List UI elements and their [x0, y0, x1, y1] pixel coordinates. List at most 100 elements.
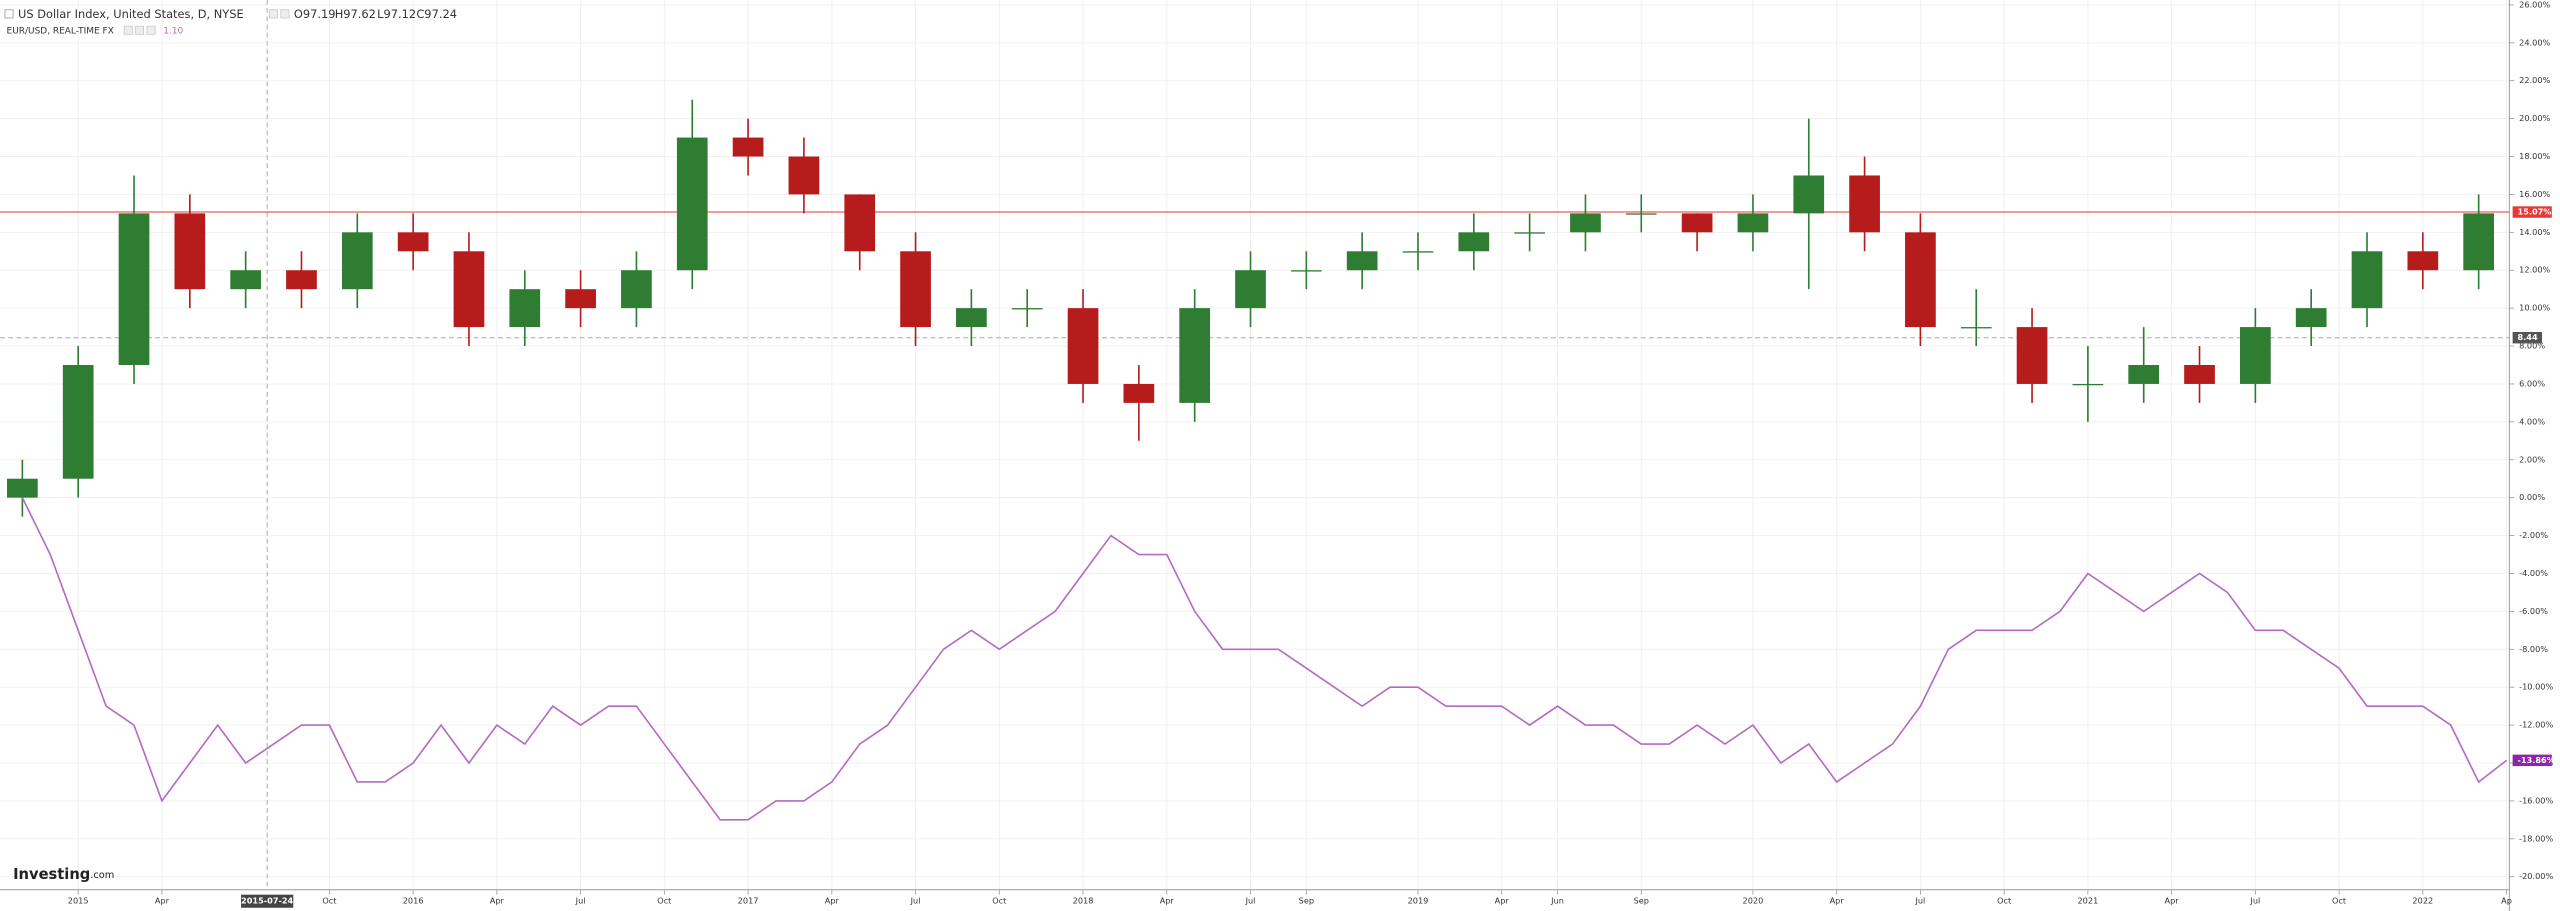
y-tick-label: -2.00% — [2519, 530, 2548, 540]
candle-body — [174, 213, 206, 290]
y-tick-label: 12.00% — [2519, 265, 2550, 275]
x-tick-label: Jul — [1245, 896, 1256, 906]
candle-body — [2128, 364, 2160, 384]
y-tick-label: -12.00% — [2519, 720, 2553, 730]
y-tick-label: -20.00% — [2519, 871, 2553, 881]
logo-main: Investing — [13, 866, 90, 883]
logo-suffix: .com — [90, 870, 114, 881]
last-label: 15.07% — [2518, 207, 2552, 217]
x-tick-label: Apr — [155, 896, 170, 906]
y-tick-label: -6.00% — [2519, 606, 2548, 616]
candle-body — [1123, 383, 1155, 403]
header-icons — [123, 9, 290, 35]
x-tick-label: Apr — [490, 896, 505, 906]
candle-body — [1625, 213, 1657, 215]
icon[interactable] — [135, 25, 145, 35]
y-tick-label: -4.00% — [2519, 568, 2548, 578]
candle-body — [2463, 213, 2495, 271]
candle-body — [1737, 213, 1769, 233]
series-title: EUR/USD, REAL-TIME FX — [7, 27, 114, 37]
y-tick-label: 2.00% — [2519, 454, 2545, 464]
y-tick-label: 18.00% — [2519, 151, 2550, 161]
y-tick-label: 22.00% — [2519, 75, 2550, 85]
x-tick-label: Sep — [1634, 896, 1649, 906]
x-tick-label: Jul — [2249, 896, 2260, 906]
candle-body — [1849, 175, 1880, 233]
x-tick-label: Oct — [2332, 896, 2346, 906]
collapse-icon[interactable] — [4, 9, 14, 19]
candle-body — [118, 213, 150, 365]
candle-body — [2240, 327, 2271, 384]
x-tick-label: Apr — [1160, 896, 1175, 906]
x-tick-label: 2019 — [1408, 896, 1429, 906]
x-tick-label: 2018 — [1073, 896, 1094, 906]
series-quote: 1.10 — [163, 27, 183, 37]
candle-body — [2072, 383, 2104, 386]
candle-body — [844, 194, 876, 252]
candle-body — [453, 251, 485, 328]
last-badge — [2512, 206, 2552, 218]
x-tick-label: Oct — [657, 896, 671, 906]
reference-badge — [2512, 331, 2543, 344]
x-tick-label: Jul — [575, 896, 586, 906]
candle-body — [1290, 270, 1322, 272]
x-tick-label: 2016 — [403, 896, 424, 906]
line-series — [21, 497, 2508, 821]
y-tick-label: 24.00% — [2519, 37, 2550, 47]
y-tick-label: -16.00% — [2519, 795, 2553, 805]
y-tick-label: 10.00% — [2519, 303, 2550, 313]
x-tick-label: Jun — [1550, 896, 1564, 906]
icon[interactable] — [269, 9, 278, 19]
y-tick-label: 16.00% — [2519, 189, 2550, 199]
candle-body — [788, 156, 820, 195]
y-tick-label: -10.00% — [2519, 682, 2553, 692]
x-tick-label: Oct — [322, 896, 336, 906]
x-tick-label: Jul — [910, 896, 921, 906]
candle-body — [1793, 175, 1825, 214]
x-tick-label: 2015 — [68, 896, 89, 906]
marks — [7, 99, 2508, 821]
candle-body — [1011, 308, 1043, 310]
candle-body — [1960, 327, 1992, 329]
candle-body — [62, 364, 94, 479]
x-tick-label: 2020 — [1743, 896, 1764, 906]
x-tick-label: 2017 — [738, 896, 759, 906]
axes: 26.00% 24.00% 22.00% 20.00% 18.00% 16.00% 14.0… — [68, 0, 2555, 908]
series-title: US Dollar Index, United States, D, NYSE — [18, 7, 244, 21]
x-tick-label: 2022 — [2412, 896, 2433, 906]
x-tick-label: Apr — [1495, 896, 1510, 906]
x-tick-label: Oct — [1997, 896, 2011, 906]
icon[interactable] — [280, 9, 290, 19]
y-tick-label: 4.00% — [2519, 416, 2545, 426]
candle-body — [286, 270, 317, 290]
last-badge — [2512, 754, 2552, 767]
candle-body — [621, 270, 652, 309]
candle-body — [2295, 308, 2327, 328]
candle-body — [1514, 232, 1545, 234]
x-tick-label: Ap — [2501, 896, 2512, 906]
reference-label: 8.44 — [2518, 332, 2538, 342]
candle-body — [2407, 251, 2439, 271]
candle-body — [1458, 232, 1490, 252]
y-tick-label: -18.00% — [2519, 833, 2553, 843]
candle-body — [509, 289, 541, 328]
y-tick-label: 0.00% — [2519, 492, 2545, 502]
candle-body — [2016, 327, 2048, 384]
candle-body — [1570, 213, 1601, 233]
candle-body — [1179, 308, 1211, 403]
icon[interactable] — [146, 25, 156, 35]
quote-open: O97.19 — [294, 7, 336, 21]
x-tick-label: Oct — [992, 896, 1006, 906]
y-tick-label: 14.00% — [2519, 227, 2550, 237]
y-tick-label: 20.00% — [2519, 113, 2550, 123]
y-tick-label: -8.00% — [2519, 644, 2548, 654]
x-tick-label: Jul — [1914, 896, 1925, 906]
candle-body — [230, 270, 262, 290]
icon[interactable] — [123, 25, 133, 35]
candle-body — [676, 137, 708, 271]
y-tick-label: 6.00% — [2519, 378, 2545, 388]
candle-body — [1402, 251, 1434, 253]
